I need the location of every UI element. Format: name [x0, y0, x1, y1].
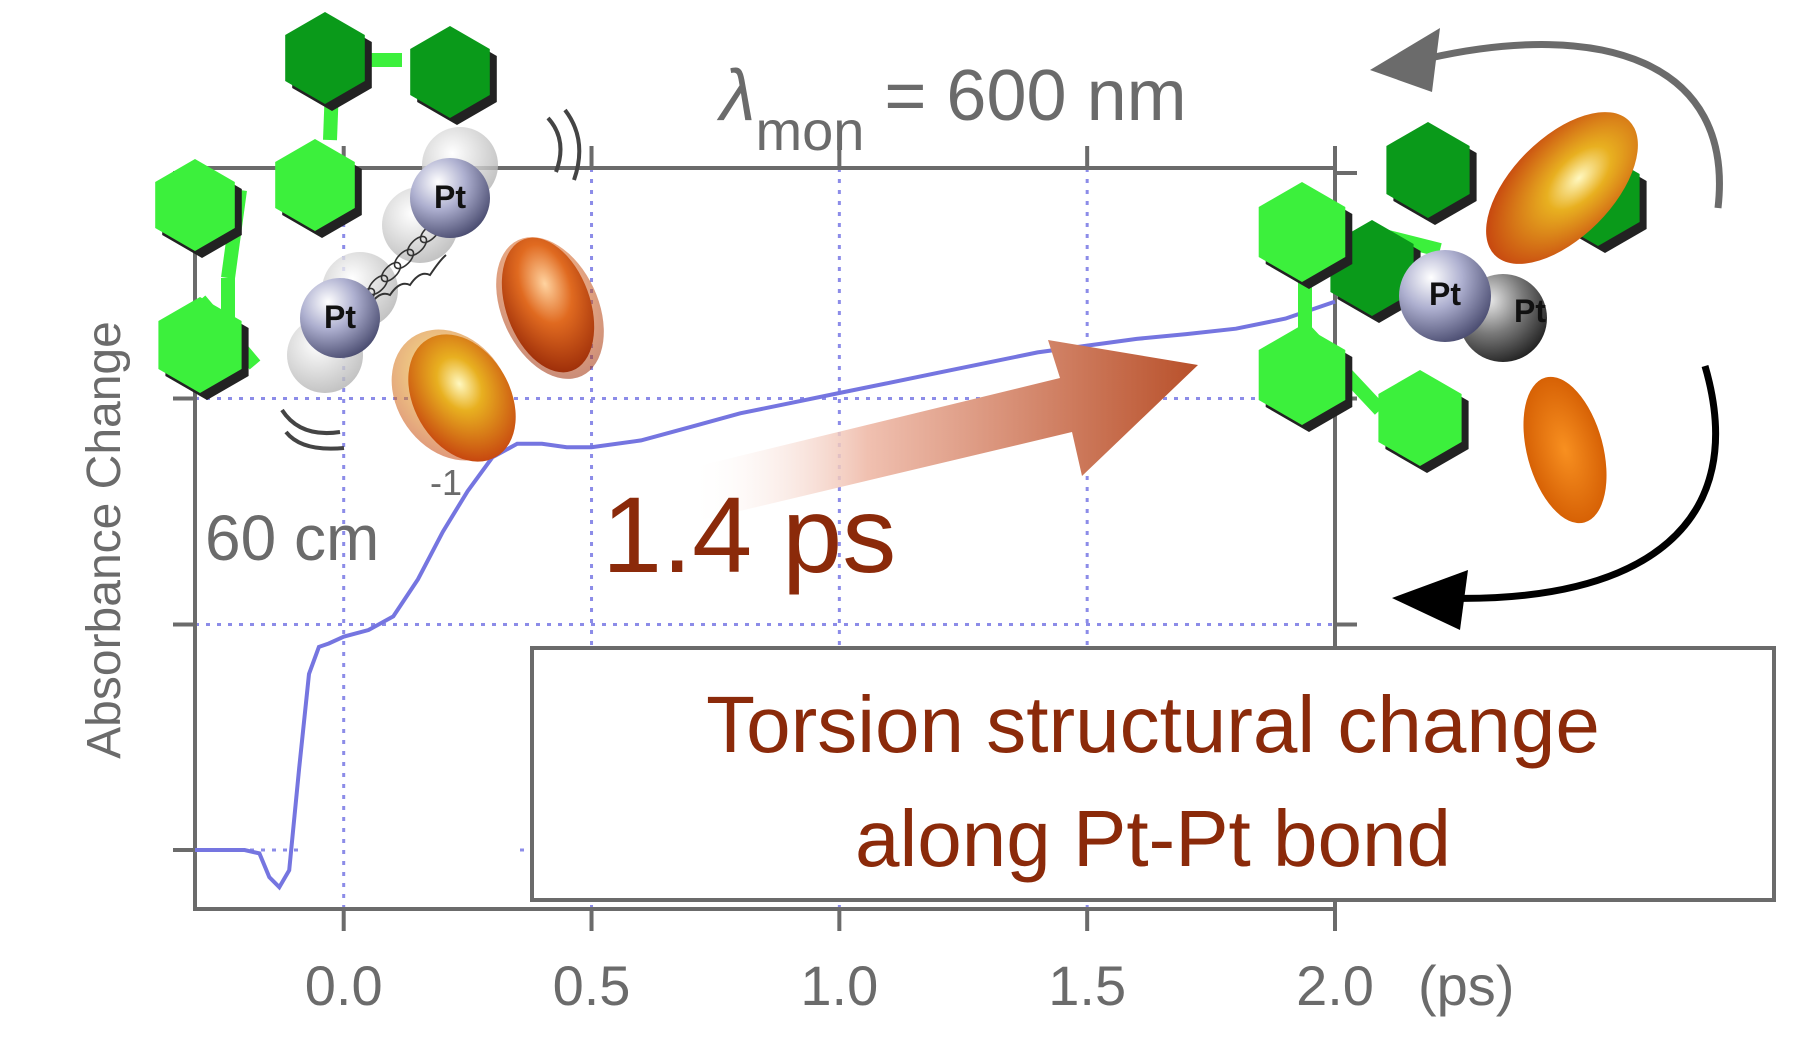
- ring-hexagon: [1258, 325, 1346, 425]
- right-molecule-illustration: Pt Pt: [1258, 112, 1647, 524]
- x-tick-label: 1.5: [1048, 954, 1126, 1017]
- ring-hexagon: [275, 139, 355, 231]
- chart-title: λmon = 600 nm: [716, 56, 1187, 162]
- ring-hexagon: [158, 297, 242, 393]
- frequency-superscript: -1: [430, 462, 462, 503]
- ring-hexagon: [1386, 122, 1470, 218]
- pt-label-right-1: Pt: [1429, 276, 1461, 312]
- x-tick-label: 2.0: [1296, 954, 1374, 1017]
- x-tick-label: 0.0: [305, 954, 383, 1017]
- ring-hexagon: [410, 26, 490, 118]
- x-tick-label: 1.0: [800, 954, 878, 1017]
- annotation-box: [530, 646, 1776, 902]
- annotation-box-line-1: Torsion structural change: [706, 680, 1600, 769]
- rotation-arrows: [1370, 28, 1723, 630]
- pt-label-lower: Pt: [324, 299, 356, 335]
- ring-hexagon: [155, 159, 235, 251]
- x-tick-label: 0.5: [553, 954, 631, 1017]
- time-constant-arrow: [690, 340, 1198, 520]
- left-molecule-illustration: Pt Pt: [155, 12, 604, 462]
- pt-label-right-2: Pt: [1514, 293, 1546, 329]
- frequency-label: 60 cm: [205, 502, 379, 574]
- annotation-box-line-2: along Pt-Pt bond: [855, 794, 1451, 883]
- x-axis-unit-label: (ps): [1418, 954, 1514, 1017]
- title-rest: = 600 nm: [864, 56, 1186, 136]
- plot-frame: [193, 166, 1337, 911]
- ring-hexagon: [285, 12, 365, 104]
- time-constant-label: 1.4 ps: [602, 474, 896, 595]
- title-symbol: λ: [716, 56, 755, 136]
- absorbance-trace: [195, 299, 1336, 891]
- x-tick-labels: 0.0 0.5 1.0 1.5 2.0: [305, 954, 1374, 1017]
- ring-hexagon: [1378, 370, 1462, 466]
- pt-label-upper: Pt: [434, 179, 466, 215]
- y-axis-label: Absorbance Change: [78, 321, 131, 759]
- ring-hexagon: [1258, 182, 1346, 282]
- frequency-value: 60 cm: [205, 502, 379, 574]
- title-subscript: mon: [755, 99, 864, 162]
